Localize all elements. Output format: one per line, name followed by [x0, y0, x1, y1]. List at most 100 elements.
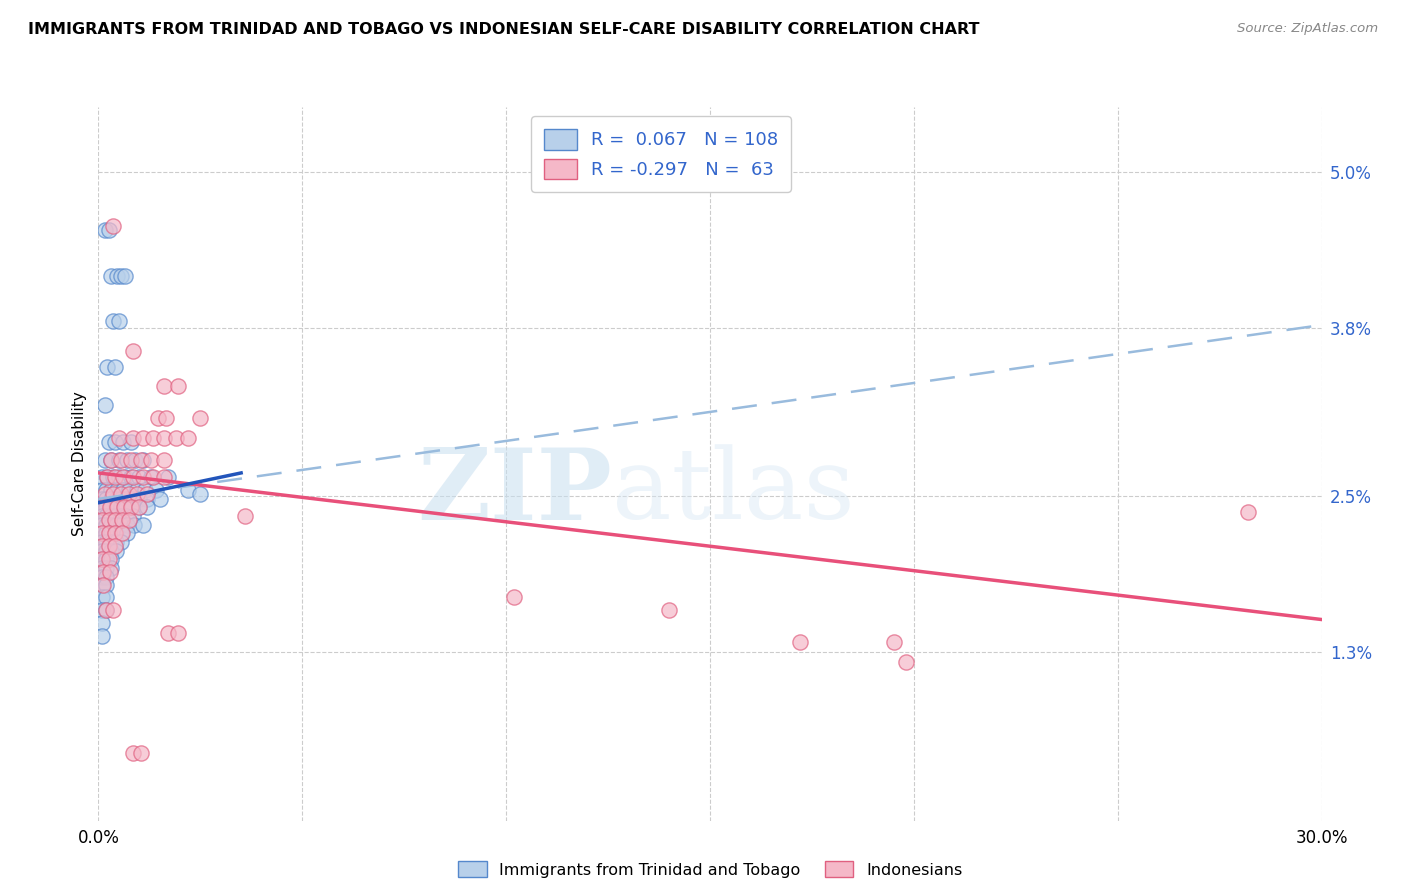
Point: [90, 603, 112, 617]
Point: [90, 500, 112, 514]
Point: [152, 379, 174, 393]
Point: [104, 539, 127, 553]
Point: [90, 560, 112, 574]
Point: [110, 534, 132, 549]
Point: [90, 491, 112, 506]
Point: [100, 483, 122, 497]
Point: [94, 591, 117, 605]
Point: [108, 431, 131, 445]
Point: [93, 223, 115, 237]
Point: [114, 268, 136, 283]
Point: [94, 577, 117, 591]
Point: [142, 431, 165, 445]
Point: [127, 483, 149, 497]
Point: [658, 603, 681, 617]
Point: [96, 470, 118, 484]
Point: [132, 470, 155, 484]
Point: [90, 543, 112, 558]
Point: [104, 508, 127, 523]
Point: [90, 570, 112, 584]
Point: [111, 513, 134, 527]
Point: [129, 746, 152, 760]
Point: [90, 517, 112, 532]
Point: [122, 470, 145, 484]
Point: [152, 431, 174, 445]
Point: [97, 434, 120, 449]
Point: [90, 534, 112, 549]
Point: [100, 453, 122, 467]
Point: [101, 603, 124, 617]
Point: [118, 486, 141, 500]
Point: [132, 453, 155, 467]
Point: [100, 525, 122, 540]
Point: [90, 577, 112, 591]
Point: [94, 603, 117, 617]
Point: [127, 486, 149, 500]
Point: [120, 500, 142, 514]
Point: [115, 491, 138, 506]
Point: [128, 500, 150, 514]
Point: [90, 483, 112, 497]
Point: [98, 565, 121, 579]
Point: [100, 543, 122, 558]
Point: [894, 656, 917, 670]
Point: [94, 551, 117, 566]
Point: [100, 534, 122, 549]
Point: [152, 470, 174, 484]
Point: [110, 453, 132, 467]
Point: [136, 500, 159, 514]
Point: [108, 453, 131, 467]
Point: [94, 525, 117, 540]
Point: [111, 434, 134, 449]
Point: [91, 565, 114, 579]
Point: [97, 551, 120, 566]
Point: [94, 534, 117, 549]
Point: [120, 470, 142, 484]
Point: [90, 591, 112, 605]
Point: [134, 483, 156, 497]
Point: [91, 539, 114, 553]
Point: [156, 470, 179, 484]
Point: [503, 591, 526, 605]
Text: Source: ZipAtlas.com: Source: ZipAtlas.com: [1237, 22, 1378, 36]
Point: [101, 486, 124, 500]
Point: [105, 483, 128, 497]
Point: [93, 453, 115, 467]
Point: [111, 525, 134, 540]
Point: [122, 431, 145, 445]
Point: [789, 634, 811, 648]
Y-axis label: Self-Care Disability: Self-Care Disability: [72, 392, 87, 536]
Point: [90, 470, 112, 484]
Point: [132, 517, 155, 532]
Point: [883, 634, 905, 648]
Point: [94, 560, 117, 574]
Point: [167, 625, 190, 640]
Point: [110, 486, 132, 500]
Point: [122, 746, 145, 760]
Point: [188, 486, 212, 500]
Point: [141, 470, 163, 484]
Point: [110, 508, 132, 523]
Point: [132, 431, 155, 445]
Point: [101, 470, 124, 484]
Text: atlas: atlas: [612, 444, 855, 541]
Point: [91, 577, 114, 591]
Point: [188, 411, 212, 425]
Point: [100, 491, 122, 506]
Point: [105, 268, 128, 283]
Point: [108, 314, 131, 328]
Point: [111, 483, 134, 497]
Point: [91, 525, 114, 540]
Point: [96, 359, 118, 374]
Point: [90, 551, 112, 566]
Point: [122, 343, 145, 358]
Point: [105, 500, 128, 514]
Point: [177, 483, 200, 497]
Legend: Immigrants from Trinidad and Tobago, Indonesians: Immigrants from Trinidad and Tobago, Ind…: [451, 855, 969, 884]
Point: [94, 491, 117, 506]
Point: [97, 513, 120, 527]
Point: [112, 500, 135, 514]
Point: [155, 411, 177, 425]
Point: [94, 570, 117, 584]
Point: [97, 223, 120, 237]
